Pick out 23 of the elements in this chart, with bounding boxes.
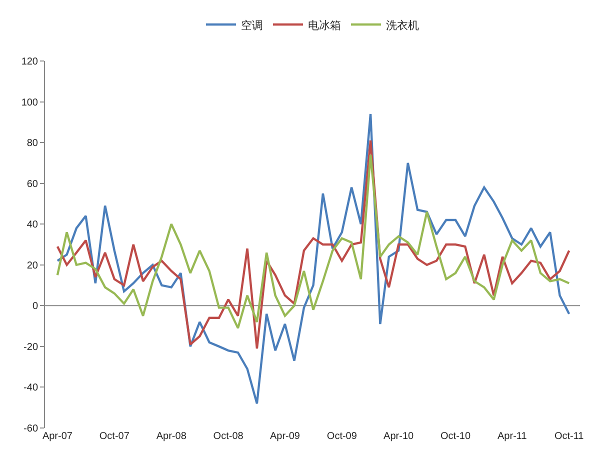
y-tick-label: 20	[26, 260, 38, 272]
x-tick-label: Apr-10	[384, 431, 414, 442]
y-tick-label: -60	[24, 424, 38, 434]
x-tick-label: Apr-11	[498, 431, 528, 442]
x-tick-label: Oct-08	[213, 431, 244, 442]
y-tick-label: 100	[21, 97, 38, 108]
legend-label: 洗衣机	[386, 18, 419, 32]
y-tick-label: -40	[24, 382, 38, 394]
y-tick-label: 60	[26, 178, 38, 190]
x-tick-label: Oct-09	[326, 431, 358, 442]
x-tick-label: Oct-11	[554, 431, 584, 442]
legend-label: 空调	[241, 18, 263, 32]
y-tick-label: 40	[26, 220, 38, 231]
y-tick-label: 120	[21, 56, 38, 68]
x-tick-label: Oct-10	[440, 431, 471, 442]
x-tick-label: Apr-07	[42, 431, 73, 442]
x-tick-label: Apr-08	[156, 431, 187, 442]
x-tick-label: Oct-07	[99, 431, 130, 442]
y-tick-label: 80	[26, 138, 38, 150]
y-tick-label: -20	[24, 342, 38, 353]
x-tick-label: Apr-09	[270, 431, 300, 442]
legend-label: 电冰箱	[308, 18, 341, 32]
y-tick-label: 0	[32, 301, 38, 312]
